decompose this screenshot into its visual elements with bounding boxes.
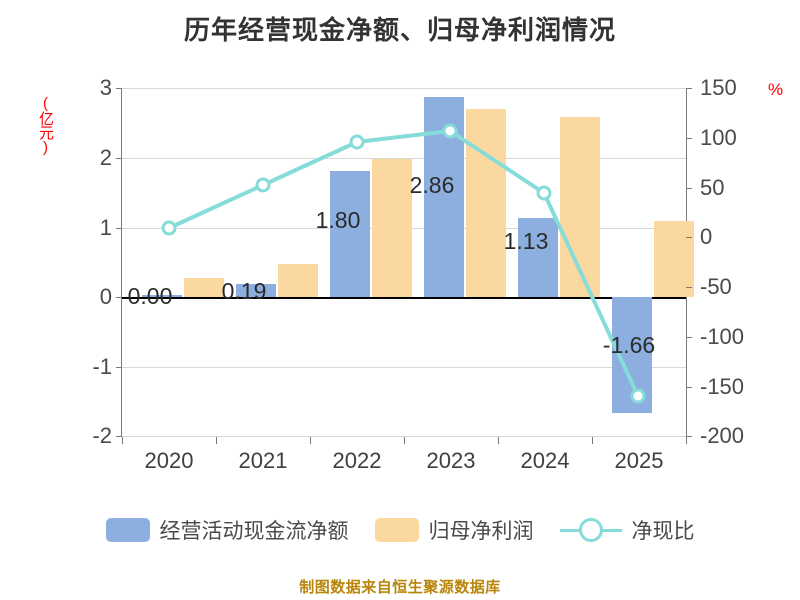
bar-blue-2020[interactable]	[142, 295, 182, 297]
right-tick-label-50: 50	[700, 175, 725, 200]
bar-orange-2022[interactable]	[372, 159, 412, 297]
datalabel-2022: 1.80	[315, 207, 361, 233]
right-tick-m200	[686, 436, 692, 437]
left-tick-label-1: 1	[99, 215, 112, 240]
legend-label-operating-cash-flow: 经营活动现金流净额	[159, 520, 349, 543]
right-tick-0	[686, 237, 692, 238]
right-tick-label-m150: -150	[700, 374, 745, 399]
legend-item-net-cash-ratio[interactable]: 净现比	[559, 515, 695, 545]
legend-label-net-profit: 归母净利润	[428, 520, 534, 543]
legend-item-operating-cash-flow[interactable]: 经营活动现金流净额	[105, 515, 349, 545]
right-tick-150	[686, 88, 692, 89]
chart-source-footer: 制图数据来自恒生聚源数据库	[299, 579, 501, 596]
legend-swatch-orange	[374, 518, 419, 542]
right-tick-m100	[686, 337, 692, 338]
legend-line-marker	[559, 517, 622, 543]
x-tick-2	[310, 437, 311, 444]
x-tick-5	[592, 437, 593, 444]
right-tick-50	[686, 188, 692, 189]
right-tick-label-m100: -100	[700, 324, 745, 349]
x-label-2025: 2025	[614, 448, 664, 473]
left-tick-3	[116, 88, 122, 89]
right-tick-m150	[686, 387, 692, 388]
x-label-2024: 2024	[520, 448, 570, 473]
bar-orange-2021[interactable]	[278, 264, 318, 297]
datalabel-2023: 2.86	[409, 172, 455, 198]
left-tick-label-2: 2	[99, 145, 112, 170]
left-axis-unit-label: (亿元)	[37, 95, 54, 155]
right-tick-label-m200: -200	[700, 423, 745, 448]
left-tick-label-0: 0	[99, 284, 112, 309]
x-label-2020: 2020	[144, 448, 194, 473]
left-tick-label-3: 3	[99, 75, 112, 100]
x-tick-start	[122, 437, 123, 444]
legend-label-net-cash-ratio: 净现比	[631, 520, 695, 543]
right-tick-100	[686, 138, 692, 139]
left-tick-1	[116, 228, 122, 229]
x-tick-3	[404, 437, 405, 444]
x-tick-1	[216, 437, 217, 444]
legend-line-dot-icon	[578, 518, 603, 542]
datalabel-2024: 1.13	[503, 228, 549, 254]
left-tick-2	[116, 158, 122, 159]
datalabel-2020: 0.00	[127, 283, 173, 309]
x-label-2022: 2022	[332, 448, 382, 473]
left-tick-0	[116, 297, 122, 298]
gridline-m1	[122, 367, 686, 368]
zero-baseline	[122, 297, 686, 299]
x-label-2021: 2021	[238, 448, 288, 473]
x-tick-end	[686, 437, 687, 444]
datalabel-2021: 0.19	[221, 278, 267, 304]
left-tick-label-m2: -2	[92, 423, 112, 448]
right-tick-label-m50: -50	[700, 274, 732, 299]
right-tick-label-150: 150	[700, 75, 737, 100]
right-tick-m50	[686, 287, 692, 288]
left-tick-label-m1: -1	[92, 354, 112, 379]
right-axis-unit-label: %	[768, 80, 784, 99]
left-axis-line	[121, 88, 122, 437]
bar-orange-2024[interactable]	[560, 117, 600, 297]
bar-orange-2025[interactable]	[654, 221, 694, 297]
gridline-m2	[122, 436, 686, 437]
right-tick-label-100: 100	[700, 125, 737, 150]
left-tick-m2	[116, 436, 122, 437]
plot-area	[116, 88, 694, 437]
gridline-3	[122, 88, 686, 89]
x-label-2023: 2023	[426, 448, 476, 473]
chart-title: 历年经营现金净额、归母净利润情况	[183, 15, 616, 45]
datalabel-2025: -1.66	[602, 332, 656, 358]
x-tick-4	[498, 437, 499, 444]
chart-legend: 经营活动现金流净额 归母净利润 净现比	[0, 515, 800, 545]
bar-blue-2022[interactable]	[330, 171, 370, 297]
left-tick-m1	[116, 367, 122, 368]
bar-orange-2020[interactable]	[184, 278, 224, 297]
legend-item-net-profit[interactable]: 归母净利润	[374, 515, 534, 545]
bar-orange-2023[interactable]	[466, 109, 506, 297]
right-tick-label-0: 0	[700, 224, 713, 249]
legend-swatch-blue	[105, 518, 150, 542]
